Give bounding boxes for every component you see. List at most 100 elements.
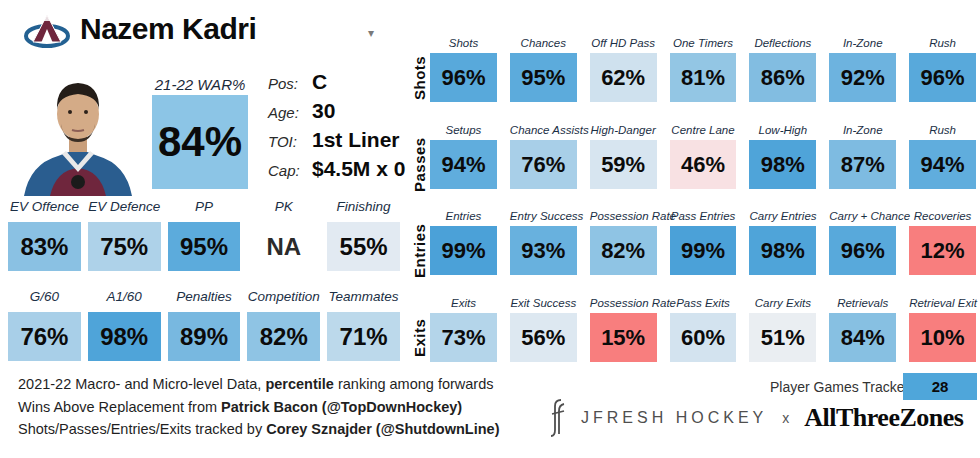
stat-value: 94%: [909, 140, 976, 189]
row-label-shots: Shots: [410, 53, 428, 102]
stat-cell: Deflections86%: [749, 36, 816, 102]
row-label-entries: Entries: [410, 226, 428, 275]
stat-cell: Rush96%: [909, 36, 976, 102]
bio-value: C: [312, 70, 327, 94]
stat-cell: Off HD Pass62%: [590, 36, 657, 102]
stat-label: Penalties: [168, 288, 241, 312]
stat-label: Rush: [909, 123, 976, 140]
stat-label: In-Zone: [829, 36, 896, 53]
macro-stats-row-1: EV Offence83%EV Defence75%PP95%PKNAFinis…: [8, 198, 400, 271]
stat-cell: Low-High98%: [749, 123, 816, 189]
stat-cell: A1/6098%: [88, 288, 161, 361]
credit-line-3: Shots/Passes/Entries/Exits tracked by Co…: [18, 418, 499, 441]
bio-label: Cap:: [268, 162, 312, 179]
credits-text: 2021-22 Macro- and Micro-level Data, per…: [18, 373, 499, 441]
avalanche-logo-icon: [24, 12, 70, 50]
micro-row-exits: Exits Exits73%Exit Success56%Possession …: [430, 296, 976, 362]
stat-value: 96%: [829, 226, 896, 275]
stat-label: Deflections: [749, 36, 816, 53]
stat-label: Carry Entries: [749, 209, 816, 226]
stat-cell: Finishing55%: [327, 198, 400, 271]
stat-label: Setups: [430, 123, 497, 140]
stat-label: High-Danger: [590, 123, 657, 140]
stat-value: 93%: [510, 226, 577, 275]
stat-label: Possession Rate: [590, 209, 657, 226]
stat-value: 86%: [749, 53, 816, 102]
entries-cells: Entries99%Entry Success93%Possession Rat…: [430, 209, 976, 275]
stat-cell: Possession Rate82%: [590, 209, 657, 275]
stat-value: 98%: [749, 226, 816, 275]
stat-value: 51%: [749, 313, 816, 362]
dropdown-arrow-icon[interactable]: ▾: [368, 26, 374, 40]
stat-value: 98%: [749, 140, 816, 189]
stat-label: G/60: [8, 288, 81, 312]
jfresh-logo-icon: [548, 398, 568, 438]
stat-cell: PKNA: [247, 198, 320, 271]
stat-value: 92%: [829, 53, 896, 102]
stat-label: Finishing: [327, 198, 400, 222]
war-label: 21-22 WAR%: [148, 76, 252, 93]
jfresh-wordmark: JFRESH HOCKEY: [581, 409, 767, 427]
stat-value: 46%: [670, 140, 737, 189]
stat-value: 56%: [510, 313, 577, 362]
row-label-passes: Passes: [410, 140, 428, 189]
stat-value: 99%: [430, 226, 497, 275]
bio-value: 1st Liner: [312, 128, 400, 152]
stat-cell: Exits73%: [430, 296, 497, 362]
bio-value: $4.5M x 0: [312, 157, 405, 181]
stat-label: Recoveries: [909, 209, 976, 226]
stat-cell: Penalties89%: [168, 288, 241, 361]
stat-value: 62%: [590, 53, 657, 102]
stat-cell: Shots96%: [430, 36, 497, 102]
bio-panel: Pos: C Age: 30 TOI: 1st Liner Cap: $4.5M…: [268, 70, 405, 186]
stat-cell: One Timers81%: [670, 36, 737, 102]
allthreezones-wordmark: AllThreeZones: [804, 403, 963, 433]
passes-cells: Setups94%Chance Assists76%High-Danger59%…: [430, 123, 976, 189]
stat-value: 10%: [909, 313, 976, 362]
stat-cell: Chances95%: [510, 36, 577, 102]
stat-cell: Retrievals84%: [829, 296, 896, 362]
stat-label: Centre Lane: [670, 123, 737, 140]
stat-value: 75%: [88, 222, 161, 271]
stat-cell: EV Offence83%: [8, 198, 81, 271]
stat-label: Carry + Chance: [829, 209, 896, 226]
bio-row-cap: Cap: $4.5M x 0: [268, 157, 405, 186]
stat-value: 59%: [590, 140, 657, 189]
micro-row-passes: Passes Setups94%Chance Assists76%High-Da…: [430, 123, 976, 189]
player-card: Nazem Kadri ▾ 21-22 WAR% 84% Pos: C Age:…: [0, 0, 980, 458]
exits-cells: Exits73%Exit Success56%Possession Rate15…: [430, 296, 976, 362]
stat-value: 82%: [590, 226, 657, 275]
stat-label: Entry Success: [510, 209, 577, 226]
games-tracked-value: 28: [903, 373, 977, 400]
stat-cell: EV Defence75%: [88, 198, 161, 271]
bio-label: Pos:: [268, 75, 312, 92]
stat-cell: In-Zone92%: [829, 36, 896, 102]
stat-label: One Timers: [670, 36, 737, 53]
stat-value: NA: [247, 222, 320, 271]
stat-label: In-Zone: [829, 123, 896, 140]
stat-value: 84%: [829, 313, 896, 362]
stat-label: Carry Exits: [749, 296, 816, 313]
stat-label: Low-High: [749, 123, 816, 140]
stat-value: 95%: [510, 53, 577, 102]
stat-cell: G/6076%: [8, 288, 81, 361]
stat-label: PK: [247, 198, 320, 222]
stat-label: Chances: [510, 36, 577, 53]
bio-label: Age:: [268, 104, 312, 121]
games-tracked-label: Player Games Tracked:: [770, 379, 916, 395]
stat-label: Competition: [247, 288, 320, 312]
macro-stats-row-2: G/6076%A1/6098%Penalties89%Competition82…: [8, 288, 400, 361]
credit-line-1: 2021-22 Macro- and Micro-level Data, per…: [18, 373, 499, 396]
stat-label: Pass Exits: [670, 296, 737, 313]
stat-value: 82%: [247, 312, 320, 361]
stat-value: 76%: [510, 140, 577, 189]
stat-label: Exit Success: [510, 296, 577, 313]
bio-row-pos: Pos: C: [268, 70, 405, 99]
stat-value: 96%: [430, 53, 497, 102]
stat-cell: Rush94%: [909, 123, 976, 189]
stat-label: Shots: [430, 36, 497, 53]
stat-cell: PP95%: [168, 198, 241, 271]
stat-label: Teammates: [327, 288, 400, 312]
stat-cell: Recoveries12%: [909, 209, 976, 275]
stat-cell: Centre Lane46%: [670, 123, 737, 189]
